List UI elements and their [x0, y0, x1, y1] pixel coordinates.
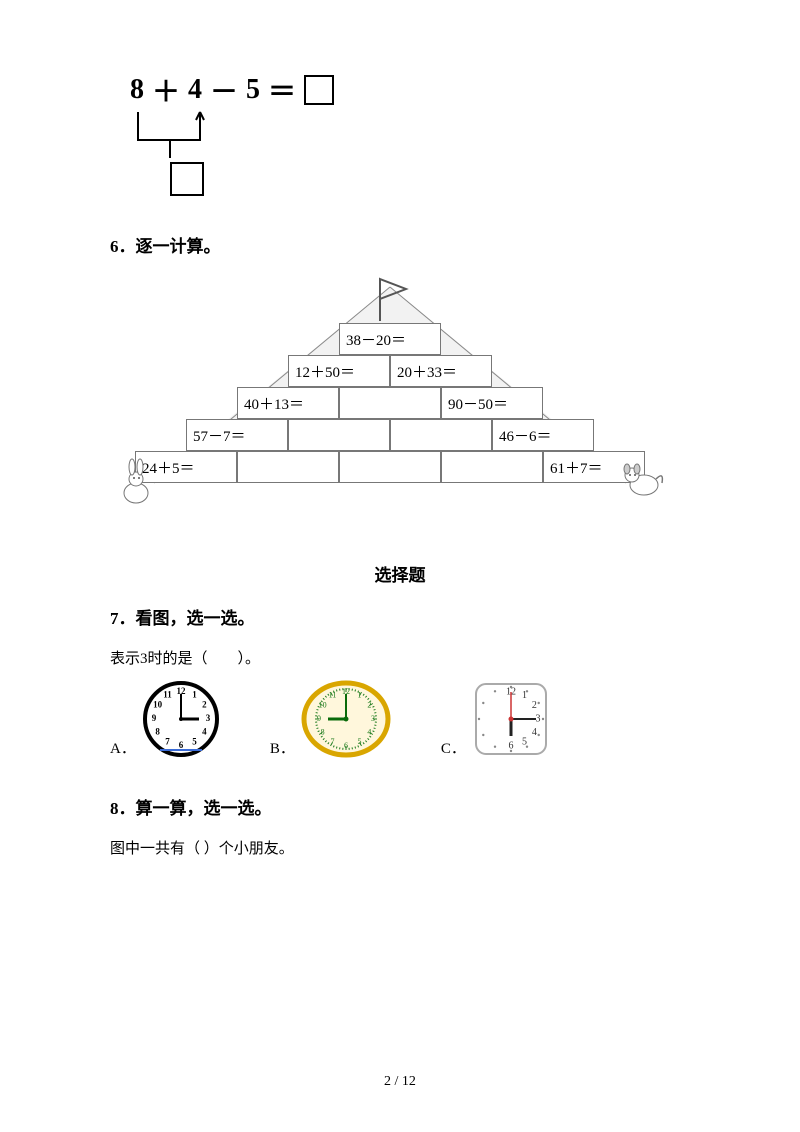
svg-text:9: 9 — [317, 714, 321, 723]
pyramid-brick: 40＋13＝ — [237, 387, 339, 419]
svg-text:10: 10 — [153, 700, 163, 710]
pyramid-brick — [390, 419, 492, 451]
svg-text:4: 4 — [532, 727, 537, 738]
pyramid-diagram: 38－20＝12＋50＝20＋33＝40＋13＝90－50＝57－7＝46－6＝… — [110, 275, 670, 525]
svg-text:6: 6 — [179, 740, 184, 750]
eq-eq: ＝ — [268, 70, 296, 110]
clock-c-icon: 12123456 — [472, 680, 550, 758]
pyramid-row: 38－20＝ — [339, 323, 441, 355]
pyramid-brick: 38－20＝ — [339, 323, 441, 355]
pyramid-brick — [441, 451, 543, 483]
clock-b-icon: 121234567891011 — [301, 680, 391, 758]
eq-term: 4 — [188, 74, 202, 106]
pyramid-brick: 20＋33＝ — [390, 355, 492, 387]
dog-icon — [618, 455, 668, 501]
pyramid-brick — [339, 451, 441, 483]
q8-prompt: 图中一共有（ ）个小朋友。 — [110, 837, 690, 858]
pyramid-row: 40＋13＝ 90－50＝ — [237, 387, 543, 419]
option-a[interactable]: A． 121234567891011 — [110, 680, 220, 758]
svg-text:6: 6 — [508, 740, 513, 751]
page-number: 2 / 12 — [0, 1074, 800, 1090]
pyramid-brick: 12＋50＝ — [288, 355, 390, 387]
svg-text:2: 2 — [202, 700, 207, 710]
pyramid-row: 24＋5＝61＋7＝ — [135, 451, 645, 483]
svg-text:1: 1 — [192, 690, 197, 700]
bracket-arrow — [130, 110, 250, 160]
q7-prompt: 表示3时的是（ ）。 — [110, 647, 690, 668]
section-mc-title: 选择题 — [110, 561, 690, 586]
eq-term: 5 — [246, 74, 260, 106]
svg-text:9: 9 — [152, 713, 157, 723]
option-b[interactable]: B． 121234567891011 — [270, 680, 391, 758]
equation-bracket-diagram: 8 ＋ 4 － 5 ＝ — [130, 70, 690, 196]
svg-text:3: 3 — [535, 713, 540, 724]
intermediate-box — [170, 162, 204, 196]
pyramid-row: 12＋50＝20＋33＝ — [288, 355, 492, 387]
svg-text:8: 8 — [155, 727, 160, 737]
eq-term: 8 — [130, 74, 144, 106]
q8-heading: 8．算一算，选一选。 — [110, 794, 690, 819]
svg-text:4: 4 — [202, 727, 207, 737]
flag-icon — [370, 275, 410, 328]
svg-text:11: 11 — [163, 690, 172, 700]
svg-text:8: 8 — [320, 727, 324, 736]
option-b-label: B． — [270, 737, 295, 758]
svg-text:3: 3 — [206, 713, 211, 723]
rabbit-icon — [116, 457, 158, 507]
svg-text:3: 3 — [371, 714, 375, 723]
pyramid-brick: 57－7＝ — [186, 419, 288, 451]
svg-text:2: 2 — [532, 700, 537, 711]
pyramid-brick — [339, 387, 441, 419]
q6-heading: 6．逐一计算。 — [110, 232, 690, 257]
option-c[interactable]: C． 12123456 — [441, 680, 550, 758]
eq-op: ＋ — [152, 70, 180, 110]
pyramid-brick: 90－50＝ — [441, 387, 543, 419]
svg-text:4: 4 — [367, 727, 371, 736]
clock-options-row: A． 121234567891011 B． 121234567891011 — [110, 680, 690, 758]
pyramid-brick — [288, 419, 390, 451]
svg-text:7: 7 — [165, 736, 170, 746]
pyramid-row: 57－7＝ 46－6＝ — [186, 419, 594, 451]
eq-op: － — [210, 70, 238, 110]
q7-heading: 7．看图，选一选。 — [110, 604, 690, 629]
pyramid-brick — [237, 451, 339, 483]
option-a-label: A． — [110, 737, 136, 758]
option-c-label: C． — [441, 737, 466, 758]
clock-a-icon: 121234567891011 — [142, 680, 220, 758]
equation-expression: 8 ＋ 4 － 5 ＝ — [130, 70, 690, 110]
answer-box — [304, 75, 334, 105]
pyramid-brick: 46－6＝ — [492, 419, 594, 451]
svg-text:5: 5 — [192, 736, 197, 746]
